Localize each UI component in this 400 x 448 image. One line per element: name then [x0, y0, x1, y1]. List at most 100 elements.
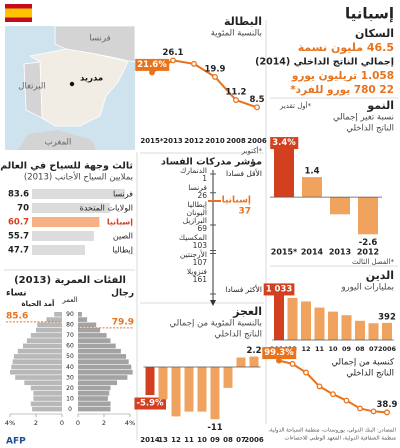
label-box — [263, 283, 295, 296]
x-tick-label: 2008 — [226, 137, 246, 145]
data-label: 21.6% — [137, 60, 167, 70]
bar — [78, 343, 116, 349]
x-tick-label: 4% — [5, 419, 15, 427]
chart-title: الدين — [366, 269, 394, 282]
annotation: أمد الحياة — [22, 299, 55, 308]
x-tick-label: 12 — [301, 345, 310, 353]
bar — [36, 327, 62, 333]
label-box — [262, 347, 297, 360]
label-box — [270, 137, 299, 150]
x-tick-label: 11 — [184, 436, 194, 444]
country: اليونان — [187, 208, 207, 217]
map-label: مدريد — [80, 74, 103, 84]
age-tick-label: 80 — [66, 322, 74, 329]
rank: 26 — [197, 191, 207, 200]
chart-subtitle: بالنسبة المئوية من إجمالي — [170, 319, 262, 329]
bar — [171, 367, 181, 417]
x-tick-label: 4% — [125, 419, 135, 427]
data-label: 392 — [378, 312, 396, 322]
bar — [274, 294, 284, 340]
x-tick-label: 2014 — [140, 436, 160, 444]
country: فرنسا — [188, 183, 207, 192]
point — [370, 408, 377, 415]
data-label: -2.6 — [359, 238, 378, 248]
axis-label: الأقل فسادا — [226, 168, 262, 178]
x-tick-label: 07 — [236, 436, 246, 444]
bar — [23, 343, 62, 349]
legend-label: رجال — [111, 289, 134, 299]
x-tick-label: 2010 — [205, 137, 225, 145]
bar — [32, 203, 110, 213]
rank: 37 — [238, 207, 251, 217]
bar — [197, 367, 207, 412]
bar — [158, 367, 168, 400]
chart-subtitle: بملايين السياح الأجانب (2013) — [24, 172, 133, 183]
life-expectancy: 79.9 — [112, 317, 134, 327]
axis-label: الأكثر فسادا — [225, 284, 262, 294]
bar — [30, 401, 62, 407]
line — [151, 59, 258, 109]
x-tick-label: 13 — [158, 436, 168, 444]
bar — [78, 390, 110, 396]
point — [316, 383, 323, 390]
bar — [32, 217, 100, 227]
bar — [78, 401, 111, 407]
bar — [314, 307, 325, 340]
chart-title: الناتج الداخلي — [346, 369, 394, 379]
x-tick-label: 2015* — [271, 248, 298, 257]
bar — [145, 367, 155, 396]
bar — [78, 317, 88, 322]
rank: 1 — [202, 174, 207, 183]
data-label: 60.7 — [8, 218, 29, 228]
chart-subtitle: بمليارات اليورو — [340, 283, 394, 293]
country: البرازيل — [183, 216, 207, 225]
bar — [249, 356, 259, 367]
chart-title: النمو — [366, 99, 394, 112]
country: إيطاليا — [188, 200, 207, 209]
x-tick-label: 2012 — [184, 137, 204, 145]
bar — [287, 297, 298, 340]
chart-subtitle: بالنسبة المئوية — [211, 29, 262, 39]
map-label: فرنسا — [89, 34, 110, 44]
bar — [78, 369, 133, 375]
x-tick-label: 10 — [197, 436, 207, 444]
data-label: 70 — [17, 204, 29, 214]
axis-label: العمر — [61, 296, 77, 304]
bar — [10, 369, 62, 375]
x-tick-label: 2013 — [329, 248, 351, 257]
x-tick-label: 2 — [102, 419, 106, 427]
bar — [382, 322, 392, 340]
bar — [78, 312, 82, 317]
bar — [33, 390, 62, 396]
x-tick-label: 0 — [76, 419, 80, 427]
x-tick-label: 12 — [171, 436, 181, 444]
rank: 69 — [197, 224, 207, 233]
note: *الفصل الثالث — [352, 258, 395, 266]
bar — [78, 375, 128, 380]
bar — [358, 197, 378, 235]
country: فنزويلا — [187, 267, 208, 276]
note: *أكتوبر — [241, 146, 263, 155]
age-tick-label: 70 — [66, 332, 74, 339]
bar — [30, 333, 62, 338]
bar — [78, 359, 129, 365]
rank: 103 — [193, 241, 208, 250]
bar — [11, 364, 63, 370]
bar — [32, 231, 94, 241]
point — [343, 397, 350, 404]
chart-title: العجز — [232, 305, 262, 318]
note: *أول تقدير — [279, 101, 312, 110]
axis-arrow — [210, 300, 216, 306]
logo: AFP — [6, 437, 26, 447]
bar — [330, 197, 350, 215]
life-expectancy: 85.6 — [6, 311, 28, 321]
gdp-per-capita: 22 780 يورو للفرد* — [290, 84, 394, 96]
flag — [5, 4, 32, 22]
data-label: 99.3% — [264, 348, 294, 358]
data-label: 1.4 — [304, 167, 319, 177]
point — [191, 60, 197, 67]
bar — [78, 364, 132, 370]
data-label: 83.6 — [8, 190, 29, 200]
point — [233, 97, 239, 104]
